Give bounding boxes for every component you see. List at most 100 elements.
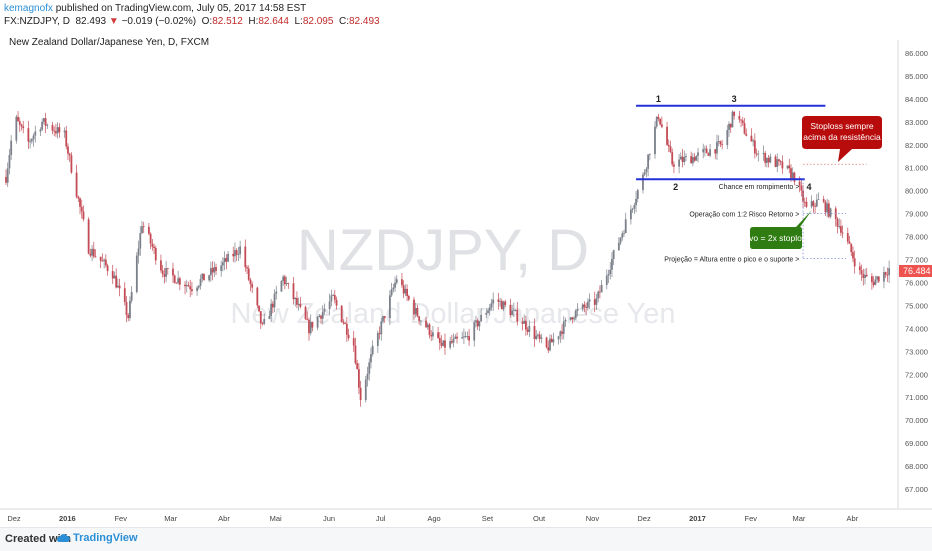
candle-body bbox=[92, 248, 95, 257]
candle-body bbox=[888, 268, 891, 276]
time-tick-label: Mai bbox=[270, 514, 282, 523]
candle-body bbox=[585, 307, 588, 308]
tradingview-brand[interactable]: TradingView bbox=[56, 532, 138, 544]
candle-body bbox=[68, 153, 71, 156]
candle-body bbox=[571, 317, 574, 320]
candle-body bbox=[802, 190, 804, 202]
candle-body bbox=[764, 153, 767, 163]
candle-body bbox=[876, 276, 878, 280]
time-tick-label: Mar bbox=[164, 514, 177, 523]
candle-body bbox=[826, 203, 829, 213]
candle-body bbox=[858, 266, 861, 271]
candle-body bbox=[621, 233, 624, 238]
time-tick-label: 2017 bbox=[689, 514, 706, 523]
candle-body bbox=[642, 174, 644, 191]
time-tick-label: Dez bbox=[7, 514, 21, 523]
candle-body bbox=[246, 267, 248, 269]
close-value: 82.493 bbox=[349, 16, 380, 27]
candle-body bbox=[259, 311, 262, 324]
candle-body bbox=[586, 301, 589, 308]
candle-body bbox=[232, 253, 235, 257]
candle-body bbox=[743, 123, 746, 134]
candle-body bbox=[395, 279, 398, 283]
symbol-quote-line: FX:NZDJPY, D 82.493 ▼ −0.019 (−0.02%) O:… bbox=[4, 16, 380, 27]
chart-area[interactable]: New Zealand Dollar/Japanese Yen, D, FXCM… bbox=[0, 28, 932, 527]
candle-body bbox=[488, 307, 491, 311]
candle-body bbox=[526, 329, 529, 332]
candle-body bbox=[803, 201, 806, 203]
candle-body bbox=[704, 148, 706, 150]
candle-body bbox=[18, 121, 21, 125]
candle-body bbox=[681, 156, 684, 162]
candle-body bbox=[220, 265, 223, 271]
price-tick-label: 71.000 bbox=[905, 393, 928, 402]
candle-body bbox=[666, 126, 668, 145]
candle-body bbox=[261, 323, 264, 325]
candle-body bbox=[392, 287, 395, 290]
candle-body bbox=[822, 199, 825, 202]
candle-body bbox=[404, 288, 407, 294]
annotation-text: Projeção = Altura entre o pico e o supor… bbox=[664, 256, 799, 263]
candle-body bbox=[6, 168, 9, 183]
candle-body bbox=[79, 198, 81, 207]
candle-body bbox=[731, 111, 734, 128]
candle-body bbox=[370, 354, 372, 363]
candle-body bbox=[51, 124, 54, 131]
candle-body bbox=[382, 316, 384, 322]
candle-body bbox=[719, 141, 722, 145]
candle-body bbox=[648, 154, 651, 155]
pattern-point-3: 3 bbox=[732, 94, 737, 104]
candle-body bbox=[762, 153, 765, 154]
candle-body bbox=[659, 118, 662, 125]
candle-body bbox=[886, 274, 889, 276]
price-tick-label: 77.000 bbox=[905, 256, 928, 265]
candle-body bbox=[728, 123, 730, 130]
down-arrow-icon: ▼ bbox=[108, 16, 119, 27]
last-price-tag-bg bbox=[899, 265, 932, 277]
candle-body bbox=[356, 363, 359, 370]
time-tick-label: Nov bbox=[586, 514, 600, 523]
candle-body bbox=[757, 153, 760, 155]
author-link[interactable]: kemagnofx bbox=[4, 3, 53, 14]
candle-body bbox=[444, 340, 446, 348]
candle-body bbox=[798, 181, 801, 186]
candle-body bbox=[27, 128, 30, 142]
candle-body bbox=[383, 316, 386, 319]
candle-body bbox=[211, 268, 214, 273]
candle-body bbox=[557, 336, 560, 340]
candle-body bbox=[172, 268, 174, 276]
candle-body bbox=[738, 115, 741, 120]
price-tick-label: 67.000 bbox=[905, 485, 928, 494]
candle-body bbox=[779, 161, 782, 162]
candle-body bbox=[273, 293, 276, 308]
time-axis: Dez 2016 Fev Mar Abr Mai Jun Jul Ago Set Out Nov Dez… bbox=[7, 514, 858, 523]
candle-body bbox=[690, 156, 693, 164]
candle-body bbox=[129, 300, 131, 319]
candle-body bbox=[678, 159, 680, 167]
candle-body bbox=[147, 226, 150, 234]
candle-body bbox=[595, 298, 598, 305]
candle-body bbox=[275, 291, 278, 294]
candle-body bbox=[721, 144, 724, 146]
candle-body bbox=[705, 148, 708, 154]
candle-body bbox=[573, 317, 575, 320]
last-price-tag-text: 76.484 bbox=[903, 266, 931, 276]
candle-body bbox=[89, 253, 92, 256]
candle-body bbox=[864, 274, 866, 278]
open-value: 82.512 bbox=[212, 16, 243, 27]
candle-body bbox=[296, 297, 298, 305]
price-tick-label: 70.000 bbox=[905, 416, 928, 425]
candle-body bbox=[304, 306, 307, 320]
candles bbox=[5, 110, 891, 407]
candle-body bbox=[793, 172, 796, 182]
candle-body bbox=[244, 246, 247, 268]
candle-body bbox=[56, 127, 59, 134]
candle-body bbox=[512, 309, 515, 311]
candle-body bbox=[729, 123, 732, 128]
candle-body bbox=[366, 373, 369, 380]
candle-body bbox=[91, 248, 93, 256]
candle-body bbox=[344, 323, 347, 324]
candle-body bbox=[463, 336, 465, 338]
footer-bar: Created with TradingView bbox=[0, 527, 932, 551]
candle-body bbox=[53, 130, 56, 132]
